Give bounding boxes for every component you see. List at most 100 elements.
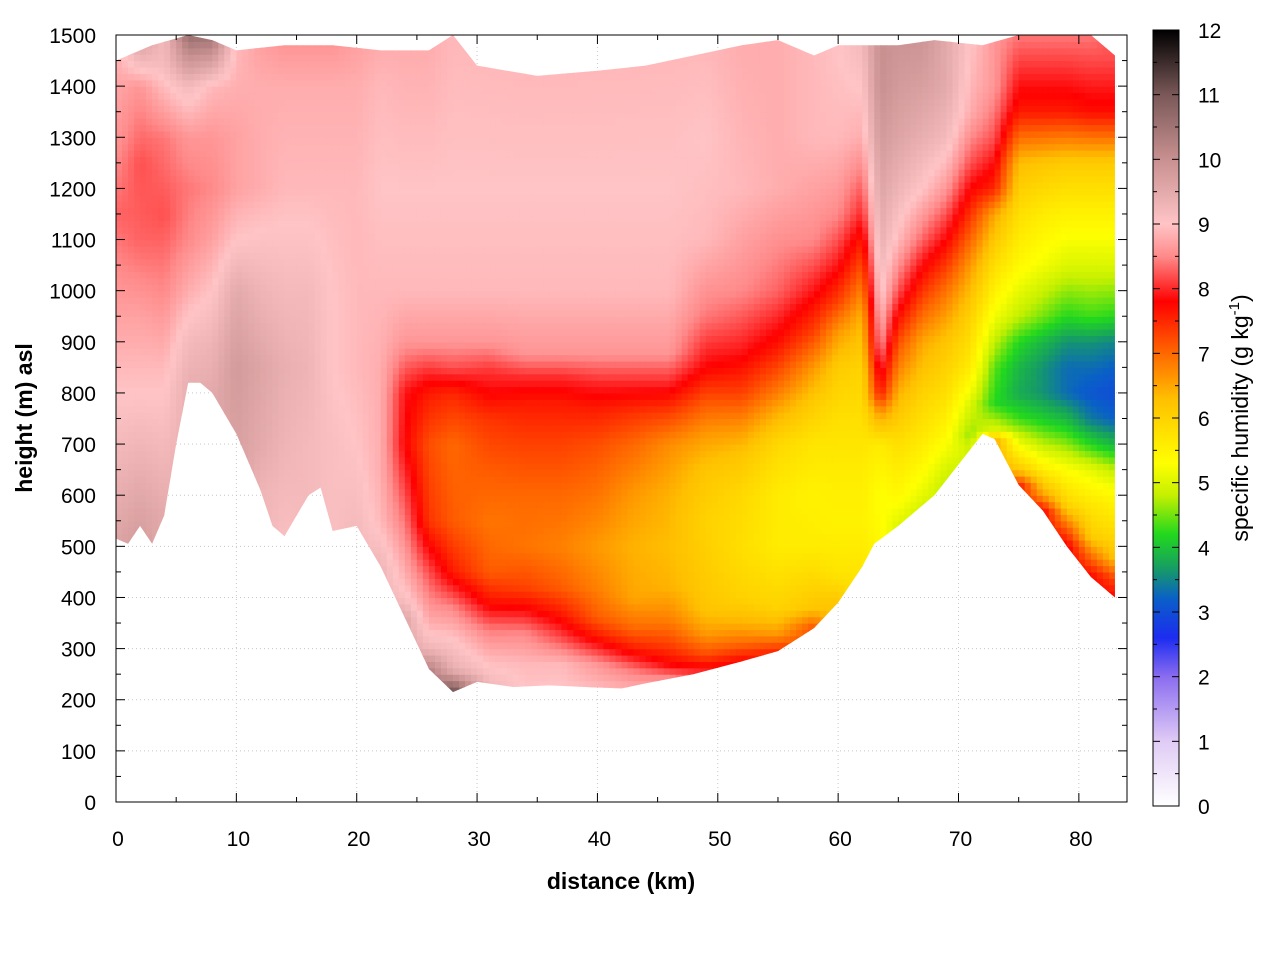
field-cell (188, 348, 195, 356)
field-cell (164, 156, 171, 164)
field-cell (194, 284, 201, 292)
field-cell (290, 194, 298, 202)
field-cell (308, 565, 316, 573)
field-cell (308, 98, 316, 106)
field-cell (194, 329, 201, 337)
field-cell (158, 41, 165, 49)
field-cell (272, 654, 280, 662)
field-cell (206, 571, 213, 579)
field-cell (326, 424, 334, 432)
field-cell (134, 66, 141, 74)
field-cell (188, 437, 195, 445)
field-cell (200, 220, 207, 228)
field-cell (254, 424, 262, 432)
field-cell (338, 162, 346, 170)
field-cell (254, 533, 262, 541)
field-cell (134, 456, 141, 464)
field-cell (248, 73, 256, 81)
field-cell (206, 297, 213, 305)
field-cell (320, 335, 328, 343)
field-cell (362, 520, 370, 528)
field-cell (194, 514, 201, 522)
field-cell (164, 642, 171, 650)
field-cell (158, 437, 165, 445)
field-cell (362, 130, 370, 138)
field-cell (290, 258, 298, 266)
field-cell (176, 565, 183, 573)
field-cell (266, 463, 274, 471)
field-cell (134, 354, 141, 362)
field-cell (272, 111, 280, 119)
field-cell (128, 584, 135, 592)
field-cell (290, 392, 298, 400)
field-cell (170, 559, 177, 567)
field-cell (326, 60, 334, 68)
field-cell (212, 271, 219, 279)
field-cell (296, 539, 304, 547)
field-cell (116, 360, 123, 368)
field-cell (170, 623, 177, 631)
field-cell (272, 143, 280, 151)
field-cell (296, 373, 304, 381)
field-cell (212, 399, 219, 407)
field-cell (338, 329, 346, 337)
field-cell (122, 565, 129, 573)
field-cell (380, 495, 388, 503)
field-cell (164, 520, 171, 528)
field-cell (140, 118, 147, 126)
field-cell (386, 360, 394, 368)
field-cell (218, 169, 225, 177)
field-cell (392, 277, 400, 285)
field-cell (224, 207, 231, 215)
field-cell (386, 527, 394, 535)
field-cell (356, 495, 364, 503)
field-cell (296, 476, 304, 484)
field-cell (314, 424, 322, 432)
field-cell (296, 444, 304, 452)
field-cell (380, 309, 388, 317)
field-cell (194, 686, 201, 693)
field-cell (284, 565, 292, 573)
field-cell (308, 399, 316, 407)
field-cell (152, 124, 159, 132)
field-cell (170, 175, 177, 183)
field-cell (296, 79, 304, 87)
field-cell (344, 73, 352, 81)
field-cell (170, 335, 177, 343)
field-cell (296, 667, 304, 675)
field-cell (164, 92, 171, 100)
field-cell (392, 686, 400, 693)
field-cell (392, 392, 400, 400)
field-cell (128, 635, 135, 643)
field-cell (272, 392, 280, 400)
field-cell (338, 130, 346, 138)
field-cell (140, 79, 147, 87)
field-cell (134, 111, 141, 119)
field-cell (224, 41, 231, 49)
field-cell (218, 252, 225, 260)
field-cell (182, 169, 189, 177)
field-cell (398, 150, 406, 158)
field-cell (188, 514, 195, 522)
field-cell (194, 412, 201, 420)
field-cell (314, 635, 322, 643)
field-cell (314, 86, 322, 94)
field-cell (218, 623, 225, 631)
field-cell (284, 501, 292, 509)
field-cell (350, 188, 358, 196)
field-cell (374, 412, 382, 420)
field-cell (224, 514, 231, 522)
field-cell (278, 488, 286, 496)
field-cell (122, 86, 129, 94)
field-cell (320, 654, 328, 662)
field-cell (146, 239, 153, 247)
field-cell (254, 303, 262, 311)
field-cell (134, 648, 141, 656)
field-cell (392, 156, 400, 164)
field-cell (392, 73, 400, 81)
field-cell (188, 329, 195, 337)
field-cell (176, 527, 183, 535)
field-cell (182, 539, 189, 547)
field-cell (170, 603, 177, 611)
field-cell (362, 610, 370, 618)
